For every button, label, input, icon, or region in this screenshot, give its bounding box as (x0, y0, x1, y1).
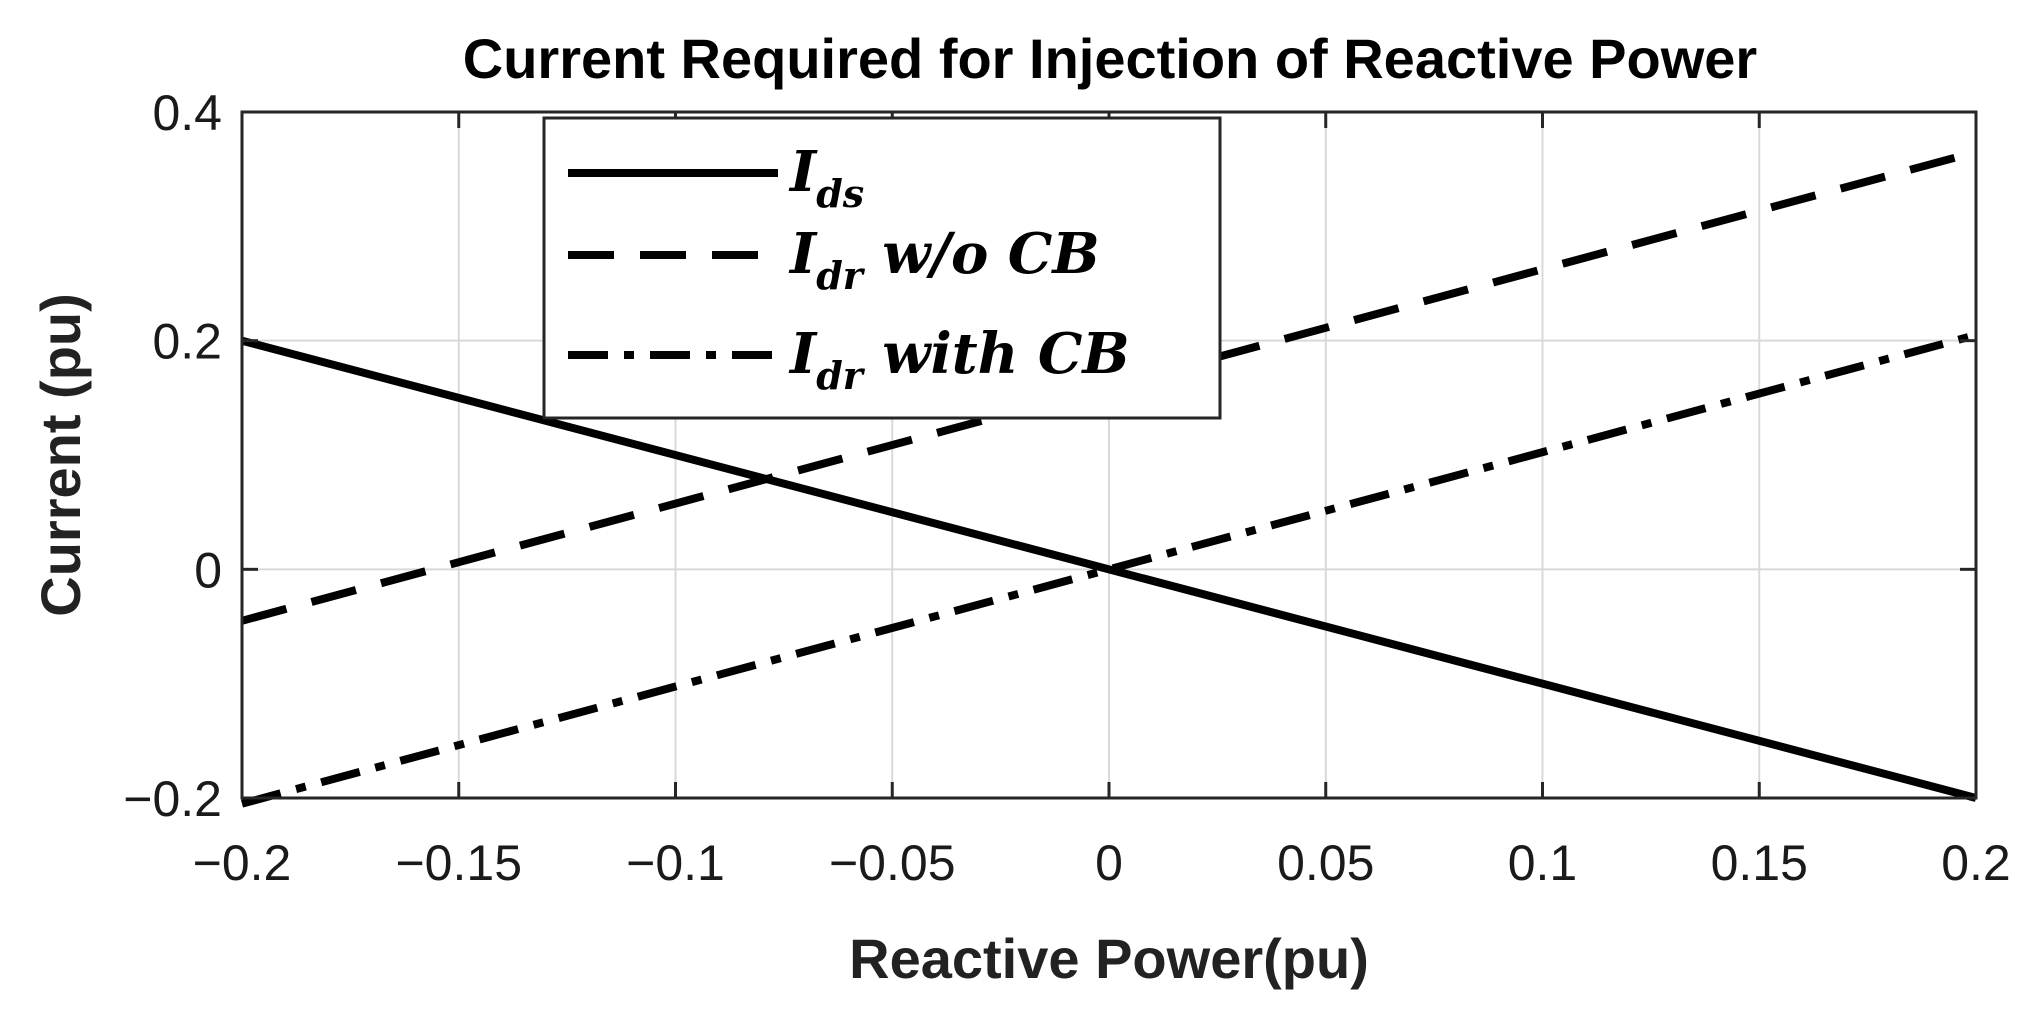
x-tick-label: 0.05 (1277, 835, 1374, 891)
x-tick-label: −0.1 (626, 835, 725, 891)
legend-label-2: Idr with CB (788, 321, 1130, 398)
y-axis-label: Current (pu) (29, 293, 92, 617)
y-tick-label: 0.2 (152, 314, 222, 370)
x-tick-label: 0.1 (1508, 835, 1578, 891)
legend-label-1: Idr w/o CB (788, 221, 1100, 298)
y-tick-label: 0 (194, 542, 222, 598)
x-tick-label: −0.05 (829, 835, 956, 891)
legend-label-0: Ids (788, 139, 864, 216)
x-tick-label: 0.2 (1941, 835, 2011, 891)
x-tick-label: 0.15 (1711, 835, 1808, 891)
x-axis-label: Reactive Power(pu) (849, 927, 1369, 990)
series-line-2 (240, 331, 1978, 808)
y-tick-label: 0.4 (152, 85, 222, 141)
x-tick-label: −0.15 (395, 835, 522, 891)
tick-labels: −0.2 −0.15 −0.1 −0.05 0 0.05 0.1 0.15 0.2 −0.2 0 0.… (123, 85, 2010, 891)
series-line-0 (240, 336, 1978, 802)
x-tick-label: 0 (1095, 835, 1123, 891)
legend-box (542, 116, 1222, 420)
chart-title: Current Required for Injection of Reacti… (463, 27, 1757, 90)
x-tick-label: −0.2 (193, 835, 292, 891)
y-tick-label: −0.2 (123, 771, 222, 827)
